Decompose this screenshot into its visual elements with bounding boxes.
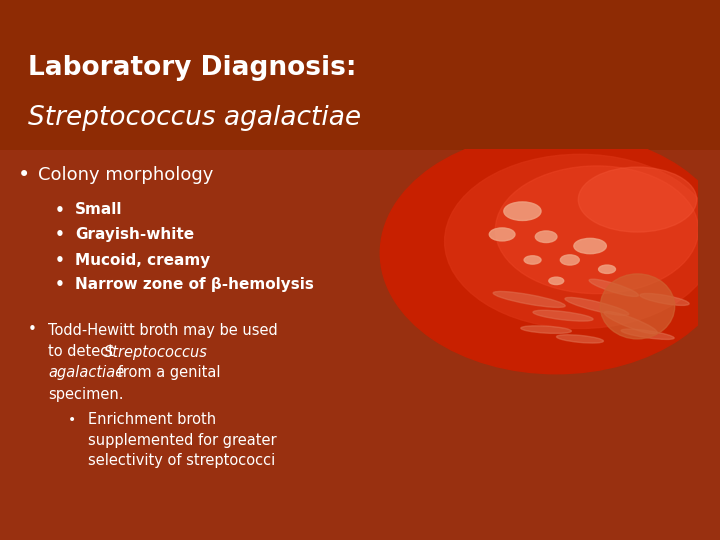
Ellipse shape bbox=[533, 310, 593, 321]
Text: Mucoid, creamy: Mucoid, creamy bbox=[75, 253, 210, 267]
Ellipse shape bbox=[560, 255, 580, 265]
Ellipse shape bbox=[589, 279, 639, 296]
Text: from a genital: from a genital bbox=[113, 366, 220, 381]
Text: Enrichment broth: Enrichment broth bbox=[88, 413, 216, 428]
Text: •: • bbox=[68, 413, 76, 427]
Text: •: • bbox=[55, 202, 65, 218]
Text: Grayish-white: Grayish-white bbox=[75, 227, 194, 242]
Ellipse shape bbox=[490, 228, 515, 241]
Text: •: • bbox=[28, 322, 37, 338]
Text: selectivity of streptococci: selectivity of streptococci bbox=[88, 453, 275, 468]
Text: •: • bbox=[55, 253, 65, 267]
Ellipse shape bbox=[604, 312, 657, 334]
Ellipse shape bbox=[493, 292, 565, 307]
Text: specimen.: specimen. bbox=[48, 387, 124, 402]
Ellipse shape bbox=[524, 256, 541, 264]
Ellipse shape bbox=[495, 166, 698, 294]
Text: supplemented for greater: supplemented for greater bbox=[88, 433, 276, 448]
Circle shape bbox=[380, 132, 720, 374]
Ellipse shape bbox=[535, 231, 557, 242]
Text: Small: Small bbox=[75, 202, 122, 218]
Text: •: • bbox=[55, 227, 65, 242]
Text: Streptococcus agalactiae: Streptococcus agalactiae bbox=[28, 105, 361, 131]
Ellipse shape bbox=[557, 335, 603, 343]
Text: Narrow zone of β-hemolysis: Narrow zone of β-hemolysis bbox=[75, 278, 314, 293]
Text: agalactiae: agalactiae bbox=[48, 366, 125, 381]
Ellipse shape bbox=[640, 293, 689, 306]
Text: Streptococcus: Streptococcus bbox=[104, 345, 208, 360]
Text: •: • bbox=[55, 278, 65, 293]
Bar bbox=[0, 0, 720, 150]
Ellipse shape bbox=[621, 329, 674, 340]
Ellipse shape bbox=[600, 274, 675, 339]
Text: to detect: to detect bbox=[48, 345, 119, 360]
Text: •: • bbox=[18, 165, 30, 185]
Ellipse shape bbox=[521, 326, 572, 333]
Ellipse shape bbox=[574, 238, 606, 254]
Ellipse shape bbox=[578, 167, 697, 232]
Ellipse shape bbox=[445, 154, 716, 328]
Ellipse shape bbox=[598, 265, 616, 273]
Text: Todd-Hewitt broth may be used: Todd-Hewitt broth may be used bbox=[48, 322, 278, 338]
Ellipse shape bbox=[504, 202, 541, 220]
Ellipse shape bbox=[549, 277, 564, 285]
Text: Colony morphology: Colony morphology bbox=[38, 166, 213, 184]
Ellipse shape bbox=[565, 298, 629, 315]
Text: Laboratory Diagnosis:: Laboratory Diagnosis: bbox=[28, 55, 356, 81]
